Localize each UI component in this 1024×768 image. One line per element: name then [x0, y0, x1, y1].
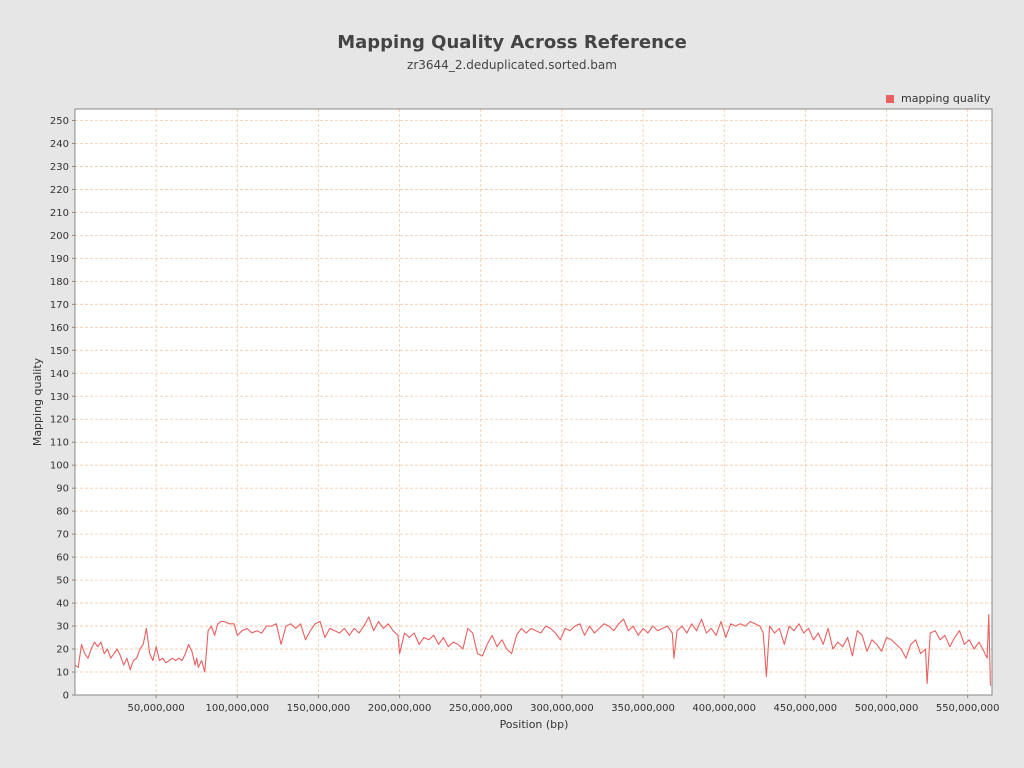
y-tick-label: 120	[50, 415, 69, 426]
x-tick-label: 50,000,000	[128, 703, 185, 714]
x-tick-label: 100,000,000	[205, 703, 269, 714]
legend-label: mapping quality	[901, 92, 991, 105]
y-tick-label: 60	[56, 553, 69, 564]
y-tick-label: 10	[56, 668, 69, 679]
y-tick-label: 110	[50, 438, 69, 449]
x-tick-label: 350,000,000	[611, 703, 675, 714]
y-tick-label: 100	[50, 461, 69, 472]
plot-area	[75, 109, 992, 695]
y-tick-label: 70	[56, 530, 69, 541]
plot-border	[74, 108, 993, 696]
y-tick-label: 30	[56, 622, 69, 633]
y-tick-label: 40	[56, 599, 69, 610]
x-tick-label: 300,000,000	[530, 703, 594, 714]
legend: mapping quality	[886, 92, 991, 105]
legend-swatch	[886, 95, 894, 103]
x-tick-label: 200,000,000	[368, 703, 432, 714]
grid	[75, 109, 992, 695]
y-tick-label: 200	[50, 231, 69, 242]
y-axis-label: Mapping quality	[31, 357, 44, 446]
y-tick-label: 0	[63, 691, 69, 702]
y-tick-label: 250	[50, 116, 69, 127]
y-axis: 0 10 20 30 40 50 60 70 80 90 100 110 120 130 140 150 160…	[50, 116, 75, 702]
x-axis-label: Position (bp)	[500, 718, 569, 731]
y-tick-label: 130	[50, 392, 69, 403]
y-tick-label: 150	[50, 346, 69, 357]
x-tick-label: 400,000,000	[692, 703, 756, 714]
x-axis: 50,000,000 100,000,000 150,000,000 200,000,…	[128, 695, 1000, 714]
x-tick-label: 500,000,000	[855, 703, 919, 714]
y-tick-label: 140	[50, 369, 69, 380]
y-tick-label: 20	[56, 645, 69, 656]
y-tick-label: 240	[50, 139, 69, 150]
x-tick-label: 250,000,000	[449, 703, 513, 714]
x-tick-label: 450,000,000	[774, 703, 838, 714]
y-tick-label: 90	[56, 484, 69, 495]
y-tick-label: 170	[50, 300, 69, 311]
series-layer	[74, 614, 991, 686]
y-tick-label: 230	[50, 162, 69, 173]
x-tick-label: 550,000,000	[936, 703, 1000, 714]
y-tick-label: 50	[56, 576, 69, 587]
chart-title: Mapping Quality Across Reference	[337, 32, 687, 53]
y-tick-label: 210	[50, 208, 69, 219]
y-tick-label: 80	[56, 507, 69, 518]
y-tick-label: 190	[50, 254, 69, 265]
x-tick-label: 150,000,000	[287, 703, 351, 714]
y-tick-label: 180	[50, 277, 69, 288]
y-tick-label: 220	[50, 185, 69, 196]
series-line-mapping-quality	[74, 614, 991, 686]
chart-subtitle: zr3644_2.deduplicated.sorted.bam	[407, 58, 617, 72]
y-tick-label: 160	[50, 323, 69, 334]
